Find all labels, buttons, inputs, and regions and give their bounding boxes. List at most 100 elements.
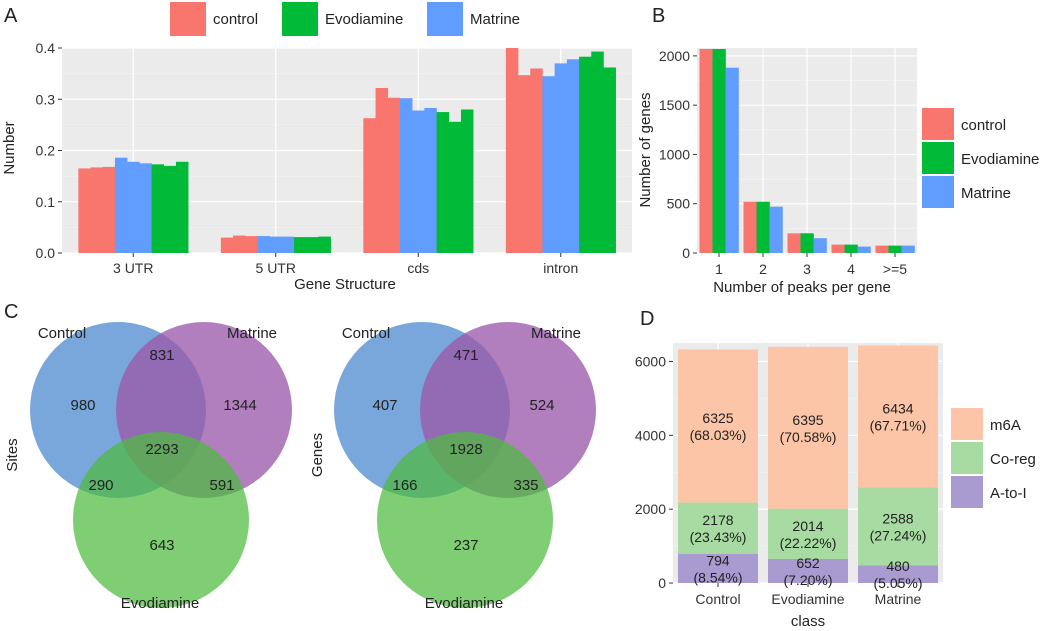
venn-genes-control-matrine: 471 — [453, 347, 478, 364]
panel-a-letter: A — [4, 5, 18, 27]
panel-b-x-tick-label: 1 — [715, 261, 723, 277]
segment-count-a-to-i-control: 794 — [706, 552, 730, 568]
bar-evodiamine-4 — [844, 244, 858, 253]
venn-genes-all: 1928 — [449, 441, 482, 458]
segment-percent-co-reg-evodiamine: (22.22%) — [780, 535, 837, 551]
segment-count-co-reg-evodiamine: 2014 — [792, 518, 823, 534]
panel-a-y-tick-label: 0.0 — [36, 245, 56, 261]
bar-evodiamine-5-utr — [318, 236, 331, 253]
venn-genes: Control Matrine Evodiamine Genes 407 524… — [309, 322, 596, 612]
segment-percent-a-to-i-evodiamine: (7.20%) — [783, 572, 832, 588]
bar-matrine-3 — [813, 238, 827, 253]
bar-segment-a-to-i-control — [678, 553, 758, 583]
bar-control-2 — [743, 201, 757, 253]
segment-count-a-to-i-matrine: 480 — [886, 558, 910, 574]
panel-b-x-tick-label: >=5 — [883, 261, 907, 277]
venn-genes-control-evodiamine: 166 — [392, 477, 417, 494]
bar-segment-co-reg-evodiamine — [768, 508, 848, 559]
panel-a-bars — [78, 48, 616, 254]
segment-percent-co-reg-matrine: (27.24%) — [870, 527, 927, 543]
bar-control-1 — [699, 48, 713, 253]
bar-matrine-5-utr — [257, 236, 270, 253]
bar-control-cds — [387, 97, 401, 254]
segment-count-co-reg-matrine: 2588 — [882, 510, 913, 526]
bar-control-5-utr — [233, 235, 246, 253]
bar-control-3-utr — [90, 167, 104, 253]
legend-swatch-atoi — [951, 476, 983, 508]
panel-a-x-tick-label: cds — [407, 260, 429, 276]
segment-count-m6a-control: 6325 — [702, 410, 733, 426]
bar-matrine-4 — [857, 246, 871, 253]
segment-count-m6a-matrine: 6434 — [882, 400, 913, 416]
venn-sites-set-control: Control — [38, 325, 86, 342]
bar-evodiamine-intron — [579, 56, 592, 254]
venn-sites-set-evodiamine: Evodiamine — [121, 595, 199, 612]
panel-a-x-tick-label: 3 UTR — [113, 260, 153, 276]
venn-sites-matrine-only: 1344 — [223, 397, 256, 414]
bar-evodiamine-5-utr — [306, 237, 319, 253]
bar-control-5 — [875, 245, 889, 253]
panel-a: A 0.0 0.1 0.2 0.3 0.4 3 UTR 5 UTR cds intron Ge… — [1, 2, 632, 293]
panel-a-y-tick-label: 0.3 — [36, 91, 56, 107]
panel-d-x-tick-label: Control — [695, 591, 740, 607]
panel-d-y-tick-label: 4000 — [635, 427, 666, 443]
segment-count-m6a-evodiamine: 6395 — [792, 412, 823, 428]
bar-evodiamine-cds — [448, 121, 462, 253]
bar-control-intron — [505, 48, 519, 253]
venn-genes-set-matrine: Matrine — [531, 325, 581, 342]
venn-genes-evodiamine-circle — [377, 432, 553, 608]
legend-swatch-coreg — [951, 442, 983, 474]
bar-control-intron — [530, 68, 543, 253]
bar-control-3-utr — [78, 168, 91, 253]
bar-control-3 — [787, 233, 801, 253]
panel-b: B 0 500 1000 1500 2000 1 2 3 4 >=5 Number of pea… — [637, 5, 1039, 296]
bar-evodiamine-5 — [888, 245, 902, 253]
panel-d-letter: D — [640, 308, 654, 330]
panel-a-y-tick-label: 0.2 — [36, 143, 56, 159]
bar-matrine-intron — [542, 76, 555, 253]
bar-segment-a-to-i-matrine — [858, 565, 938, 583]
panel-d-y-tick-label: 0 — [658, 575, 666, 591]
panel-d-x-axis-title: class — [791, 613, 825, 630]
bar-evodiamine-3 — [800, 233, 814, 253]
panel-a-x-ticks: 3 UTR 5 UTR cds intron — [113, 253, 578, 276]
panel-b-y-tick-label: 1000 — [659, 146, 690, 162]
bar-evodiamine-3-utr — [163, 165, 177, 253]
bar-evodiamine-cds — [436, 112, 450, 253]
segment-percent-m6a-matrine: (67.71%) — [870, 417, 927, 433]
bar-control-cds — [375, 87, 389, 253]
panel-b-letter: B — [652, 5, 665, 27]
venn-genes-set-control: Control — [342, 325, 390, 342]
bar-evodiamine-cds — [460, 109, 474, 253]
panel-d-y-tick-label: 2000 — [635, 501, 666, 517]
bar-segment-m6a-evodiamine — [768, 346, 848, 509]
venn-sites-control-matrine: 831 — [149, 347, 174, 364]
panel-d-x-tick-label: Evodiamine — [771, 591, 844, 607]
legend-label-atoi: A-to-I — [990, 485, 1027, 502]
venn-genes-evodiamine-only: 237 — [453, 537, 478, 554]
bar-control-5-utr — [220, 237, 234, 253]
panel-b-y-tick-label: 1500 — [659, 97, 690, 113]
bar-evodiamine-intron — [603, 67, 616, 253]
panel-b-y-ticks: 0 500 1000 1500 2000 — [659, 48, 697, 261]
legend-label-control: control — [213, 11, 258, 28]
venn-sites-matrine-evodiamine: 591 — [209, 477, 234, 494]
bar-matrine-2 — [769, 206, 783, 253]
panel-a-x-tick-label: 5 UTR — [256, 260, 296, 276]
segment-percent-co-reg-control: (23.43%) — [690, 529, 747, 545]
segment-count-co-reg-control: 2178 — [702, 512, 733, 528]
bar-evodiamine-2 — [756, 201, 770, 253]
panel-d-legend: m6A Co-reg A-to-I — [951, 408, 1036, 508]
venn-genes-control-only: 407 — [372, 397, 397, 414]
legend-label-m6a: m6A — [990, 417, 1021, 434]
venn-genes-matrine-evodiamine: 335 — [513, 477, 538, 494]
panel-a-y-tick-label: 0.4 — [36, 40, 56, 56]
venn-sites-control-only: 980 — [70, 397, 95, 414]
venn-sites-evodiamine-only: 643 — [149, 537, 174, 554]
panel-d: D 794(8.54%)2178(23.43%)6325(68.03%)652(… — [635, 308, 1036, 630]
bar-control-3-utr — [102, 166, 116, 253]
bar-control-4 — [831, 244, 845, 253]
bar-segment-co-reg-matrine — [858, 487, 938, 566]
panel-b-x-ticks: 1 2 3 4 >=5 — [715, 253, 907, 277]
bar-segment-co-reg-control — [678, 502, 758, 554]
